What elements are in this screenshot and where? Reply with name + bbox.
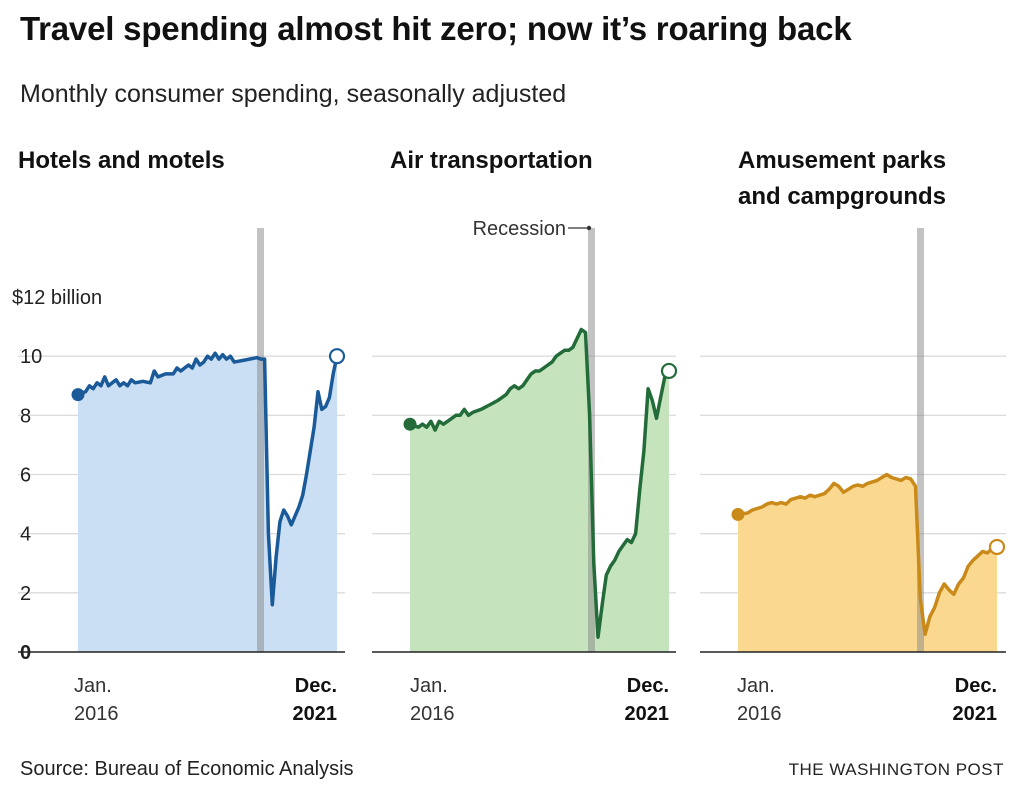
start-point xyxy=(731,507,745,521)
x-label-start-year: 2016 xyxy=(410,703,455,725)
end-point xyxy=(660,362,678,380)
panel-title: Amusement parks and campgrounds xyxy=(738,147,946,210)
panel-title-line: and campgrounds xyxy=(738,183,946,210)
start-point xyxy=(403,417,417,431)
x-label-end-year: 2021 xyxy=(625,703,670,725)
y-tick-label: 4 xyxy=(20,524,31,546)
recession-band xyxy=(257,228,264,652)
x-label-start-month: Jan. xyxy=(410,675,448,697)
series-area xyxy=(78,353,337,652)
panel-title-line: Air transportation xyxy=(390,147,593,174)
x-label-end-month: Dec. xyxy=(627,675,669,697)
start-point xyxy=(71,388,85,402)
series-line xyxy=(408,327,671,639)
x-label-start-year: 2016 xyxy=(737,703,782,725)
y-tick-label: 6 xyxy=(20,465,31,487)
y-tick-label: 8 xyxy=(20,405,31,427)
y-tick-label: 0 xyxy=(20,642,31,664)
x-label-start-year: 2016 xyxy=(74,703,119,725)
x-label-end-month: Dec. xyxy=(955,675,997,697)
panel-title-line: Hotels and motels xyxy=(18,147,225,174)
recession-label: Recession xyxy=(473,218,566,240)
series-line xyxy=(736,472,999,637)
recession-band xyxy=(917,228,924,652)
series-area xyxy=(738,474,997,652)
y-tick-label: 2 xyxy=(20,583,31,605)
source-note: Source: Bureau of Economic Analysis xyxy=(20,758,354,780)
series-area xyxy=(410,329,669,652)
recession-leader-dot xyxy=(586,225,592,231)
publisher-credit: THE WASHINGTON POST xyxy=(788,760,1004,779)
x-label-end-year: 2021 xyxy=(293,703,338,725)
series-line xyxy=(76,351,339,607)
x-label-end-year: 2021 xyxy=(953,703,998,725)
chart-subtitle: Monthly consumer spending, seasonally ad… xyxy=(20,80,567,108)
end-point xyxy=(988,538,1006,556)
panel-title-line: Amusement parks xyxy=(738,147,946,174)
x-label-start-month: Jan. xyxy=(74,675,112,697)
y-tick-label: 10 xyxy=(20,346,42,368)
chart-title: Travel spending almost hit zero; now it’… xyxy=(20,10,852,47)
y-tick-label: $12 billion xyxy=(12,287,102,309)
x-label-start-month: Jan. xyxy=(737,675,775,697)
end-point xyxy=(328,348,346,365)
panel-title: Air transportation xyxy=(390,147,593,174)
panel-title: Hotels and motels xyxy=(18,147,225,174)
x-label-end-month: Dec. xyxy=(295,675,337,697)
